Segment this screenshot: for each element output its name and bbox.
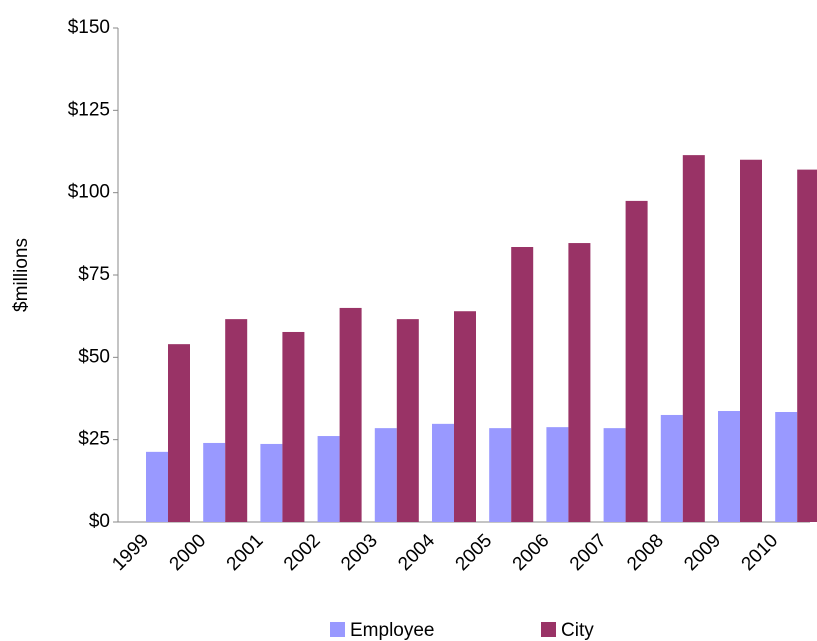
bar [797, 169, 817, 522]
y-tick-label: $50 [78, 346, 110, 367]
bar [203, 442, 226, 522]
x-tick-label: 2008 [623, 530, 668, 575]
x-tick-label: 2007 [566, 530, 611, 575]
y-tick-label: $100 [68, 182, 110, 203]
bar [168, 344, 190, 522]
bar [740, 159, 762, 522]
bar [660, 414, 683, 522]
x-tick-label: 2000 [166, 530, 211, 575]
y-axis-label: $millions [11, 238, 32, 312]
bar [625, 200, 648, 522]
x-tick-label: 2004 [394, 530, 439, 575]
bar [546, 427, 569, 522]
bar [317, 436, 340, 522]
bar [489, 428, 512, 522]
y-tick-label: $75 [78, 264, 110, 285]
bar [282, 331, 305, 522]
bar [260, 443, 283, 522]
x-tick-label: 2001 [223, 530, 268, 575]
bar [511, 247, 534, 523]
x-tick-label: 2005 [452, 530, 497, 575]
bar [775, 412, 798, 522]
bar [432, 423, 454, 522]
y-tick-label: $0 [89, 511, 110, 532]
x-tick-label: 2003 [337, 530, 382, 575]
bar [718, 411, 740, 522]
bar [396, 319, 419, 522]
legend-label: Employee [350, 620, 435, 641]
x-tick-label: 2009 [680, 530, 725, 575]
legend-label: City [561, 620, 594, 641]
bar [374, 428, 397, 522]
x-tick-label: 2002 [280, 530, 325, 575]
x-tick-label: 1999 [108, 530, 153, 575]
bar [146, 451, 168, 522]
bar [603, 428, 626, 522]
bar [682, 155, 705, 522]
y-tick-label: $150 [68, 17, 110, 38]
y-tick-label: $125 [68, 99, 110, 120]
bar [568, 243, 591, 522]
legend-swatch [330, 622, 345, 637]
bar [454, 311, 476, 522]
bar [225, 319, 248, 522]
bar [339, 307, 362, 522]
x-tick-label: 2010 [738, 530, 783, 575]
legend-swatch [541, 622, 556, 637]
x-tick-label: 2006 [509, 530, 554, 575]
y-tick-label: $25 [78, 429, 110, 450]
